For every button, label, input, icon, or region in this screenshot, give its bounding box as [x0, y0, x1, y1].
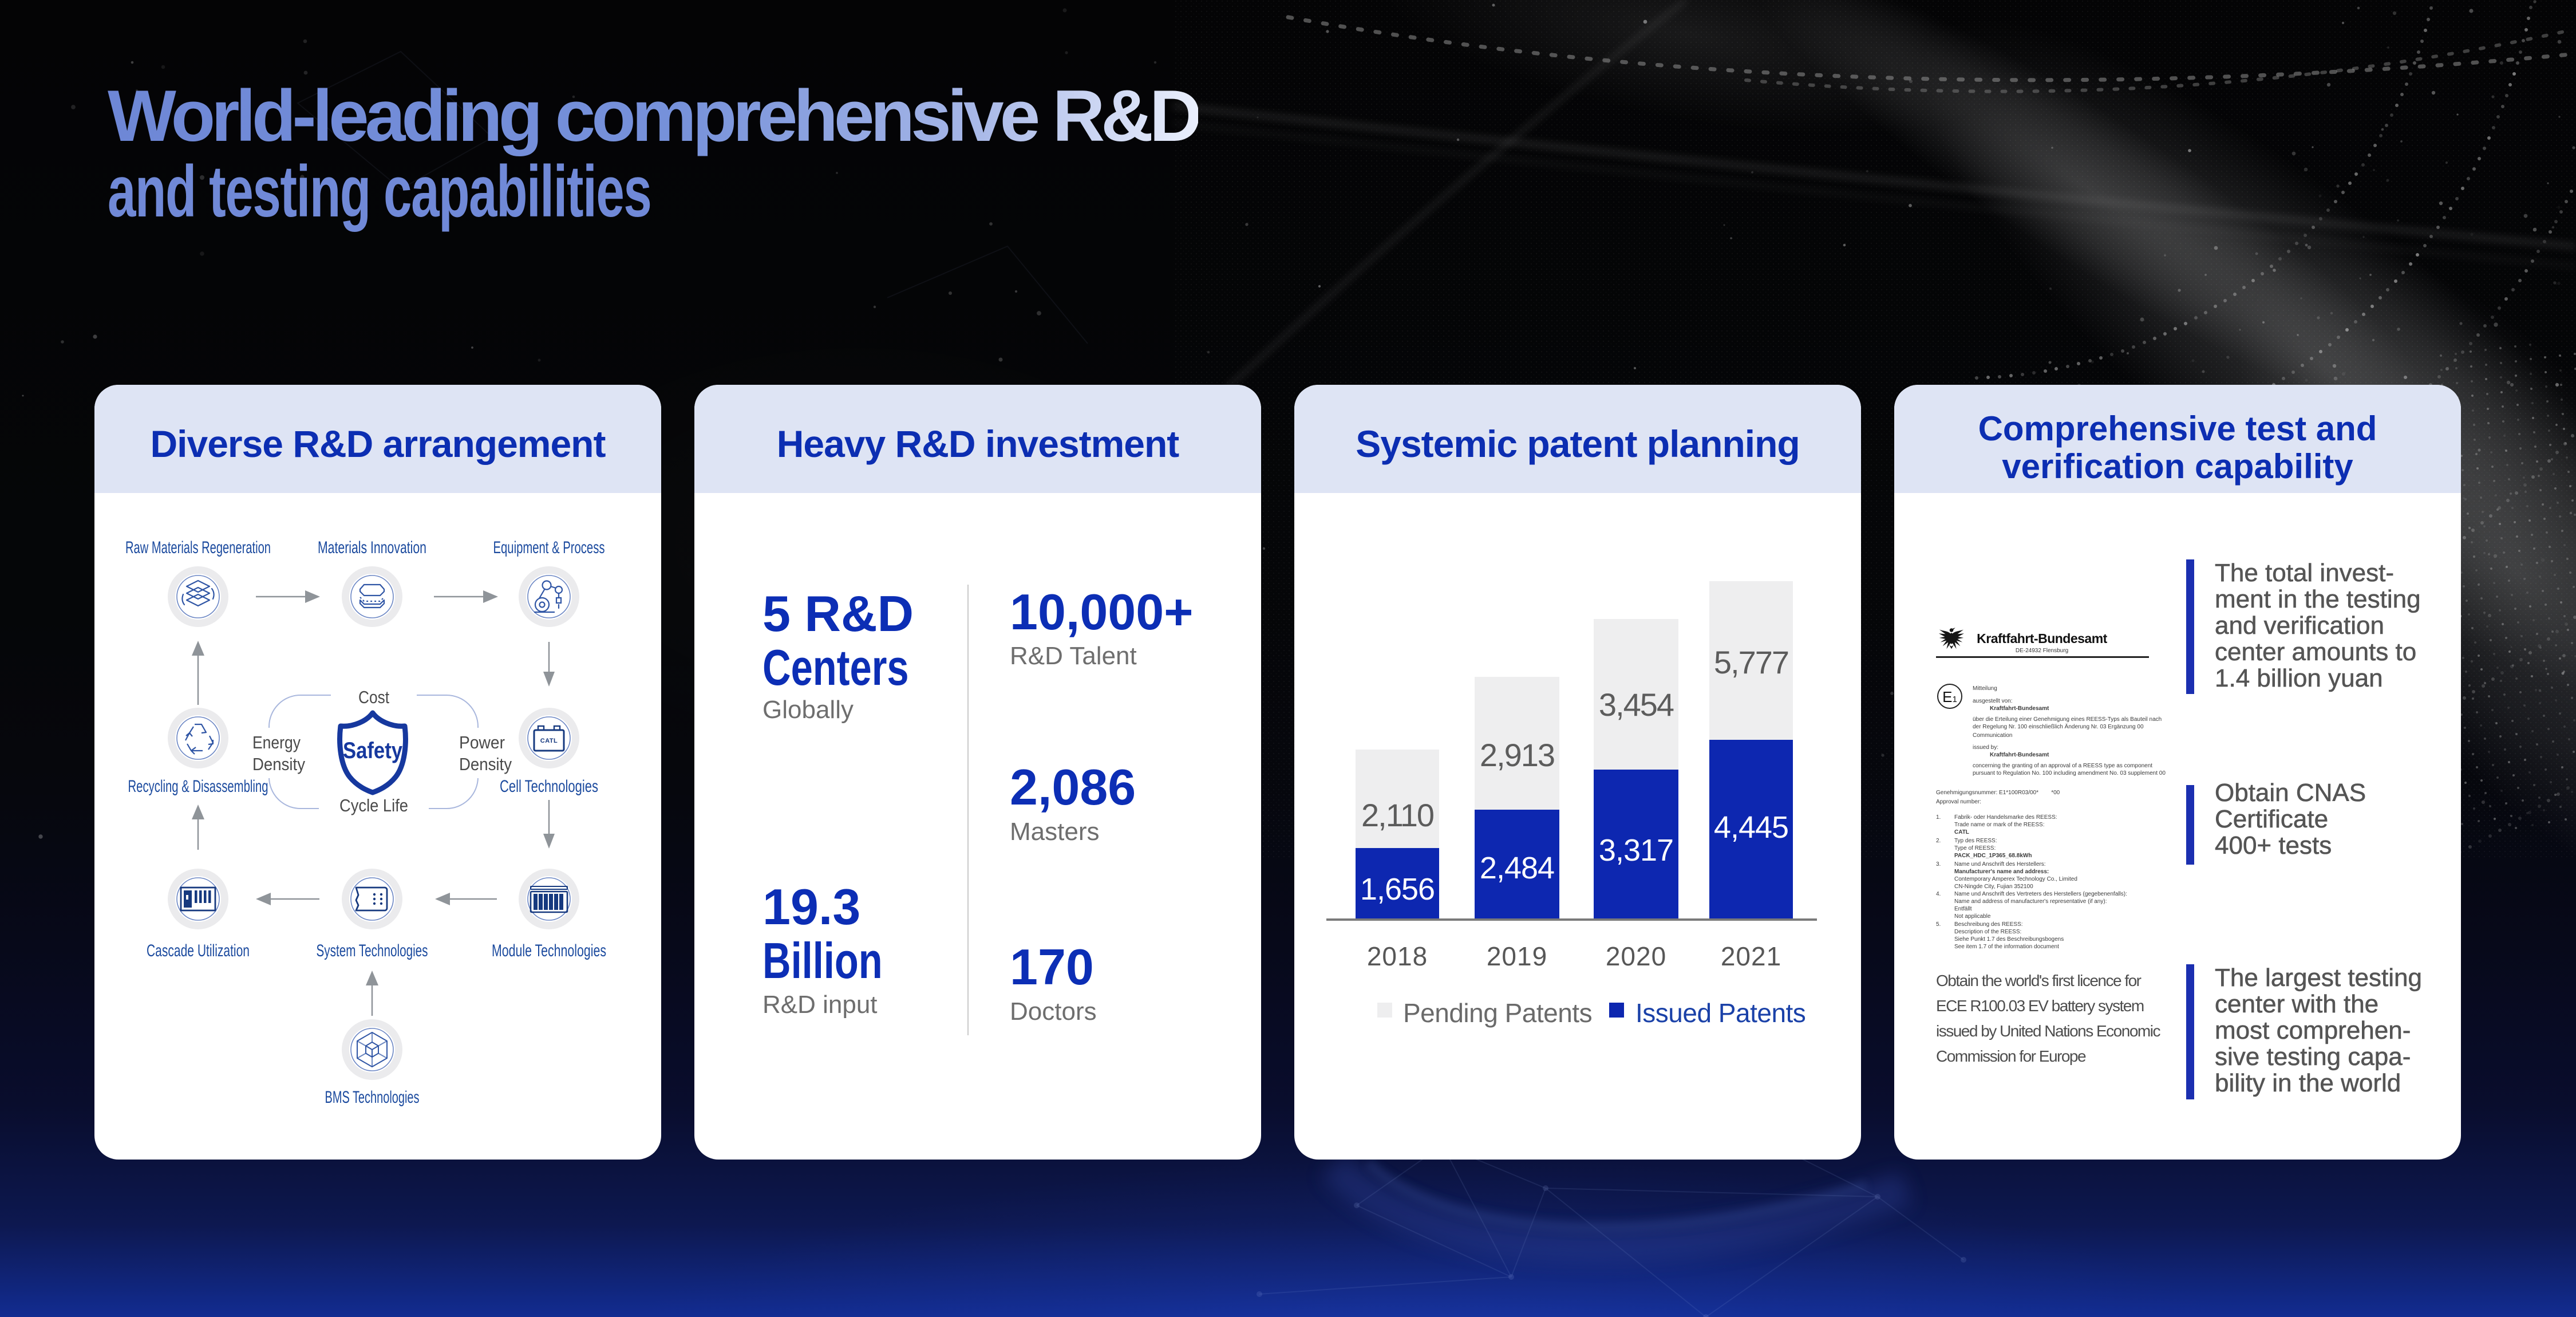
svg-text:Raw Materials Regeneration: Raw Materials Regeneration — [125, 538, 271, 557]
svg-text:Cascade Utilization: Cascade Utilization — [147, 941, 250, 960]
svg-text:BMS Technologies: BMS Technologies — [325, 1088, 420, 1107]
svg-text:Cell Technologies: Cell Technologies — [500, 777, 598, 796]
svg-text:Cost: Cost — [358, 687, 389, 707]
svg-text:Density: Density — [252, 754, 305, 774]
svg-text:Power: Power — [459, 732, 505, 752]
svg-text:Materials Innovation: Materials Innovation — [318, 538, 426, 557]
svg-text:Density: Density — [459, 754, 512, 774]
svg-text:Module Technologies: Module Technologies — [492, 941, 606, 960]
svg-text:Recycling & Disassembling: Recycling & Disassembling — [128, 777, 268, 796]
svg-text:System Technologies: System Technologies — [317, 941, 428, 960]
svg-text:Equipment & Process: Equipment & Process — [493, 538, 605, 557]
svg-text:Safety: Safety — [343, 738, 403, 763]
svg-text:CATL: CATL — [540, 738, 558, 744]
svg-text:Cycle Life: Cycle Life — [339, 795, 408, 815]
svg-text:Energy: Energy — [252, 732, 301, 752]
